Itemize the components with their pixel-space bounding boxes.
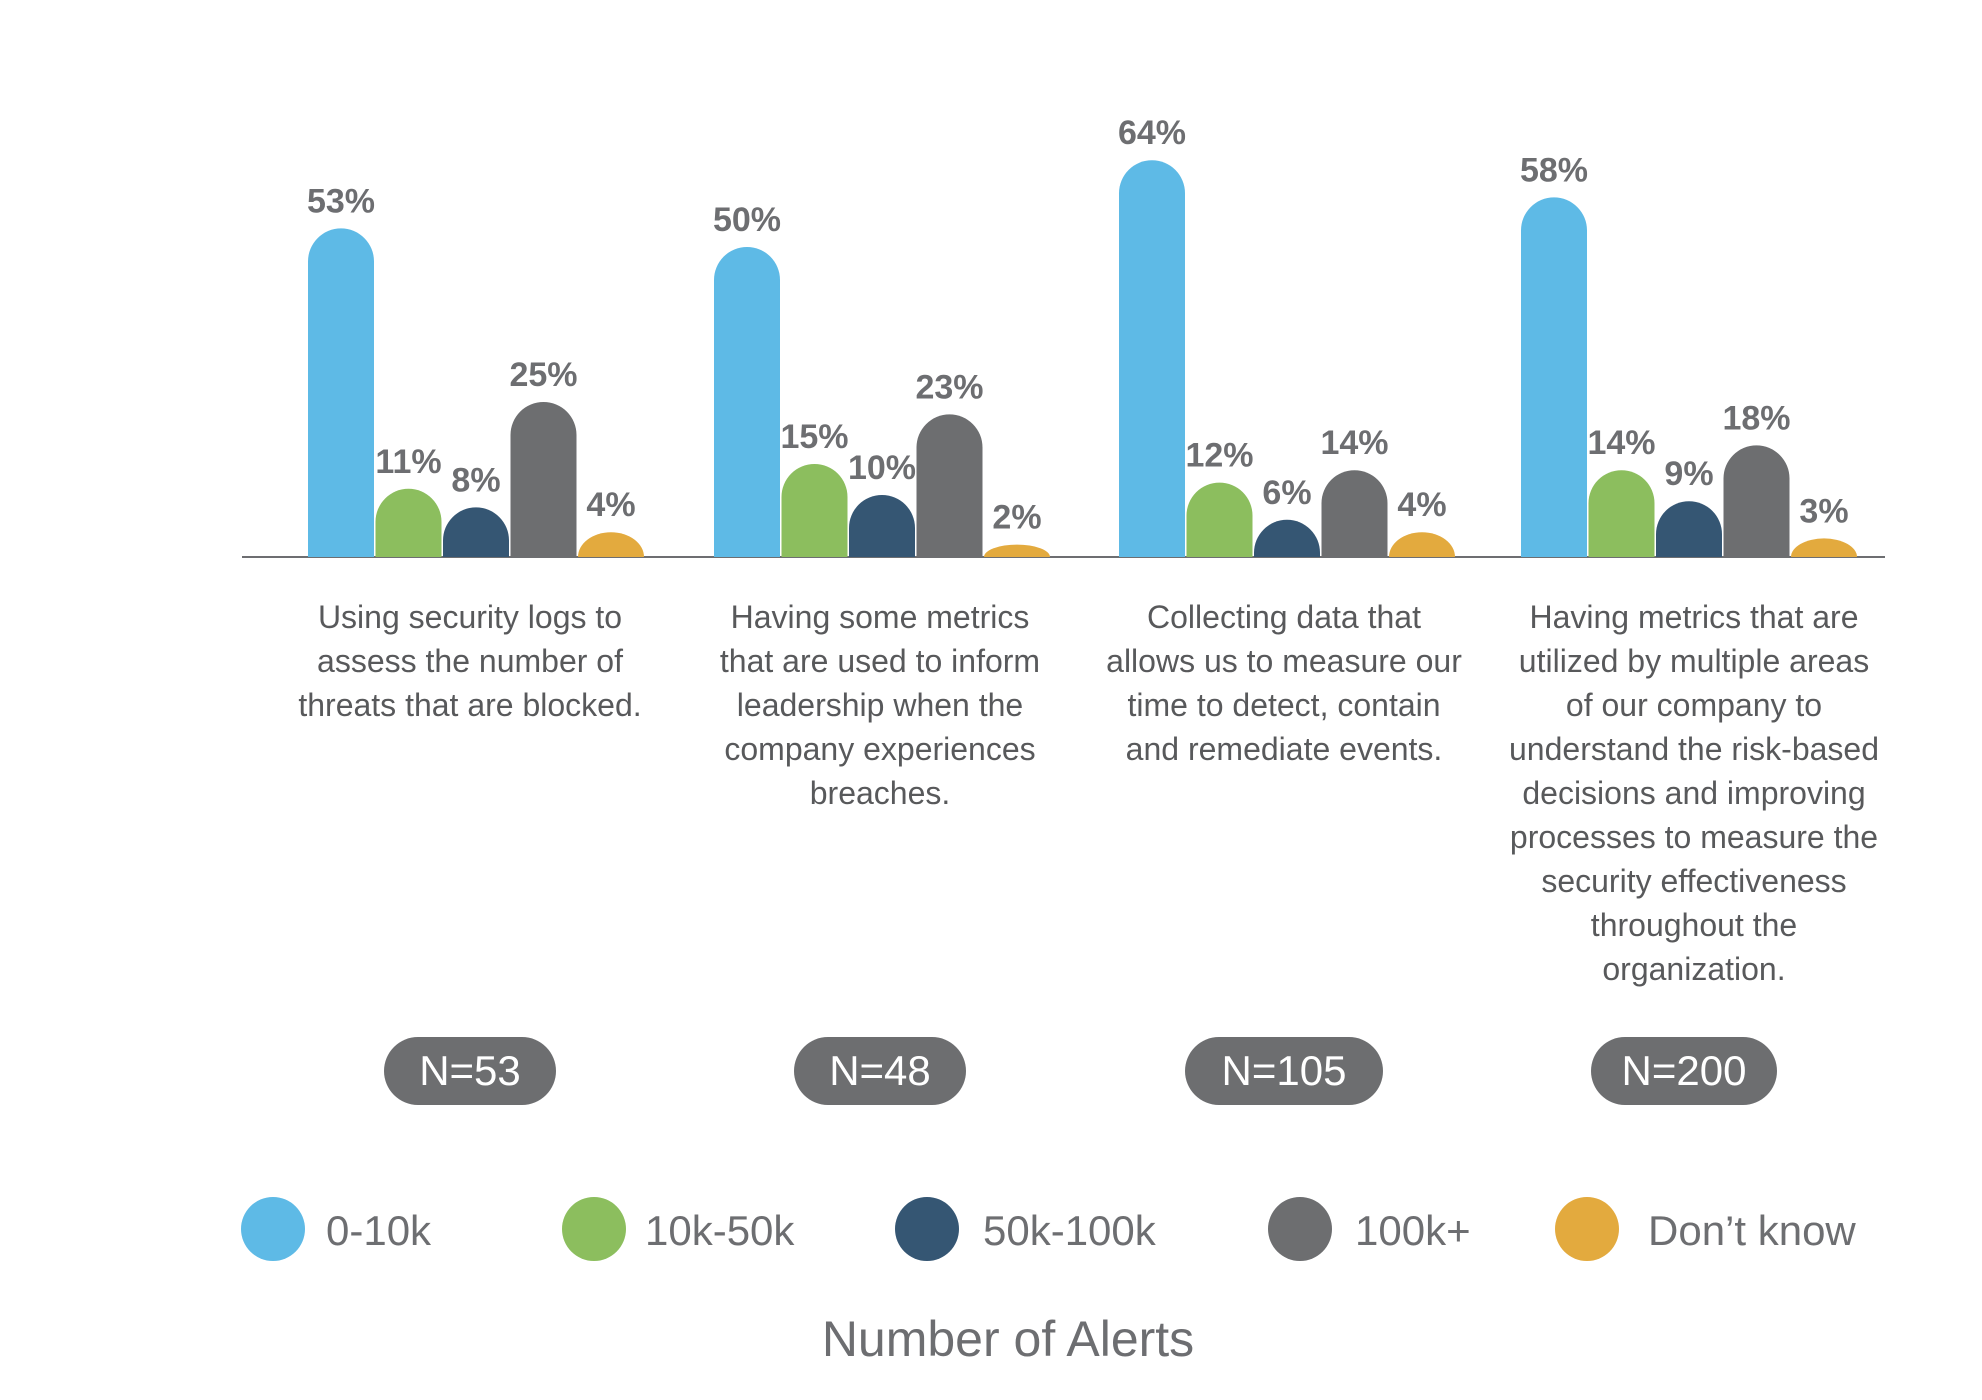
n-badge-label-4: N=200 bbox=[1622, 1047, 1747, 1094]
bar-10k-50k-group-4 bbox=[1588, 470, 1655, 557]
bar-50k-100k-group-2 bbox=[849, 495, 915, 557]
value-label-100k-group-3: 14% bbox=[1320, 424, 1388, 462]
category-label-line: time to detect, contain bbox=[1127, 687, 1440, 723]
value-label-0-10k-group-1: 53% bbox=[307, 182, 375, 220]
category-label-line: threats that are blocked. bbox=[298, 687, 641, 723]
category-label-line: of our company to bbox=[1566, 687, 1822, 723]
bar-don-t-know-group-3 bbox=[1389, 532, 1455, 557]
legend-label-0-10k: 0-10k bbox=[326, 1207, 432, 1254]
bar-don-t-know-group-1 bbox=[578, 532, 644, 557]
category-label-4: Having metrics that are utilized by multi… bbox=[1509, 599, 1879, 987]
category-label-line: Collecting data that bbox=[1147, 599, 1421, 635]
value-label-50k-100k-group-1: 8% bbox=[451, 461, 500, 499]
legend-label-don-t-know: Don’t know bbox=[1648, 1207, 1856, 1254]
category-labels-layer: Using security logs to assess the number … bbox=[298, 599, 1879, 987]
category-label-2: Having some metrics that are used to info… bbox=[720, 599, 1040, 811]
bar-0-10k-group-1 bbox=[308, 228, 374, 557]
bars-layer bbox=[308, 160, 1857, 557]
n-badge-label-2: N=48 bbox=[829, 1047, 931, 1094]
x-axis-title: Number of Alerts bbox=[822, 1311, 1194, 1367]
legend-label-100k: 100k+ bbox=[1355, 1207, 1471, 1254]
legend-swatch-100k bbox=[1268, 1197, 1332, 1261]
value-label-100k-group-2: 23% bbox=[915, 368, 983, 406]
category-label-line: company experiences bbox=[724, 731, 1035, 767]
n-badge-2 bbox=[794, 1037, 966, 1105]
category-label-line: utilized by multiple areas bbox=[1519, 643, 1869, 679]
value-label-100k-group-1: 25% bbox=[509, 356, 577, 394]
category-label-3: Collecting data that allows us to measure… bbox=[1106, 599, 1462, 767]
category-label-line: that are used to inform bbox=[720, 643, 1040, 679]
value-label-don-t-know-group-4: 3% bbox=[1799, 492, 1848, 530]
bar-50k-100k-group-3 bbox=[1254, 519, 1320, 557]
legend-swatch-don-t-know bbox=[1555, 1197, 1619, 1261]
bar-don-t-know-group-2 bbox=[984, 544, 1050, 557]
bar-100k-group-4 bbox=[1723, 445, 1790, 557]
value-label-0-10k-group-2: 50% bbox=[713, 201, 781, 239]
category-label-line: Having metrics that are bbox=[1529, 599, 1858, 635]
category-label-line: decisions and improving bbox=[1522, 775, 1865, 811]
legend-label-10k-50k: 10k-50k bbox=[645, 1207, 795, 1254]
legend-swatch-0-10k bbox=[241, 1197, 305, 1261]
bar-0-10k-group-3 bbox=[1119, 160, 1185, 557]
bar-0-10k-group-2 bbox=[714, 247, 780, 557]
bar-100k-group-3 bbox=[1321, 470, 1388, 557]
category-label-line: assess the number of bbox=[317, 643, 623, 679]
category-label-line: processes to measure the bbox=[1510, 819, 1878, 855]
bar-0-10k-group-4 bbox=[1521, 197, 1587, 557]
legend-swatch-50k-100k bbox=[895, 1197, 959, 1261]
category-label-line: allows us to measure our bbox=[1106, 643, 1462, 679]
legend: 0-10k 10k-50k 50k-100k 100k+ Don’t know bbox=[241, 1197, 1856, 1261]
bar-50k-100k-group-1 bbox=[443, 507, 509, 557]
n-badge-3 bbox=[1185, 1037, 1383, 1105]
n-badge-label-1: N=53 bbox=[419, 1047, 521, 1094]
category-label-line: security effectiveness bbox=[1541, 863, 1846, 899]
value-label-don-t-know-group-2: 2% bbox=[992, 499, 1041, 537]
legend-label-50k-100k: 50k-100k bbox=[983, 1207, 1157, 1254]
category-label-line: throughout the bbox=[1591, 907, 1797, 943]
category-label-line: understand the risk-based bbox=[1509, 731, 1879, 767]
category-label-line: breaches. bbox=[810, 775, 951, 811]
value-label-0-10k-group-3: 64% bbox=[1118, 114, 1186, 152]
bar-100k-group-2 bbox=[916, 414, 983, 557]
bar-100k-group-1 bbox=[510, 402, 577, 557]
value-label-10k-50k-group-4: 14% bbox=[1587, 424, 1655, 462]
bar-10k-50k-group-3 bbox=[1186, 482, 1253, 557]
value-label-don-t-know-group-1: 4% bbox=[586, 486, 635, 524]
value-label-10k-50k-group-3: 12% bbox=[1185, 437, 1253, 475]
category-label-line: leadership when the bbox=[737, 687, 1023, 723]
bar-10k-50k-group-2 bbox=[781, 464, 848, 557]
bar-don-t-know-group-4 bbox=[1791, 538, 1857, 557]
value-label-10k-50k-group-2: 15% bbox=[780, 418, 848, 456]
category-label-line: and remediate events. bbox=[1126, 731, 1443, 767]
n-badge-4 bbox=[1591, 1037, 1777, 1105]
value-label-50k-100k-group-2: 10% bbox=[848, 449, 916, 487]
value-labels-layer: 53%11% 8%25%4%50%15%10%23%2%64%12%6%14%4%… bbox=[307, 114, 1849, 536]
value-label-100k-group-4: 18% bbox=[1722, 399, 1790, 437]
n-badge-label-3: N=105 bbox=[1222, 1047, 1347, 1094]
category-label-line: organization. bbox=[1602, 951, 1785, 987]
n-badges-layer: N=53 N=48 N=105 N=200 bbox=[384, 1037, 1777, 1105]
n-badge-1 bbox=[384, 1037, 556, 1105]
bar-50k-100k-group-4 bbox=[1656, 501, 1722, 557]
value-label-50k-100k-group-4: 9% bbox=[1664, 455, 1713, 493]
value-label-50k-100k-group-3: 6% bbox=[1262, 474, 1311, 512]
category-label-1: Using security logs to assess the number … bbox=[298, 599, 641, 723]
category-label-line: Using security logs to bbox=[318, 599, 622, 635]
value-label-don-t-know-group-3: 4% bbox=[1397, 486, 1446, 524]
value-label-10k-50k-group-1: 11% bbox=[375, 443, 441, 481]
bar-10k-50k-group-1 bbox=[375, 488, 442, 557]
legend-swatch-10k-50k bbox=[562, 1197, 626, 1261]
category-label-line: Having some metrics bbox=[731, 599, 1030, 635]
value-label-0-10k-group-4: 58% bbox=[1520, 151, 1588, 189]
